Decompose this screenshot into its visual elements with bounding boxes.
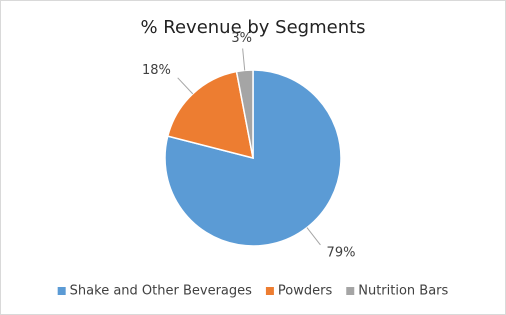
data-label: 18%	[142, 63, 171, 78]
legend-label: Shake and Other Beverages	[70, 284, 252, 299]
leader-line	[177, 77, 194, 95]
leader-line	[306, 227, 321, 246]
data-label: 3%	[231, 31, 252, 46]
leader-line	[242, 48, 246, 71]
pie-slice	[166, 70, 254, 160]
legend-swatch	[57, 287, 66, 295]
data-label: 79%	[327, 245, 356, 260]
legend-swatch	[346, 287, 355, 295]
chart-title: % Revenue by Segments	[140, 17, 365, 38]
legend-label: Nutrition Bars	[358, 284, 448, 299]
legend-swatch	[265, 287, 274, 295]
legend-label: Powders	[278, 284, 333, 299]
